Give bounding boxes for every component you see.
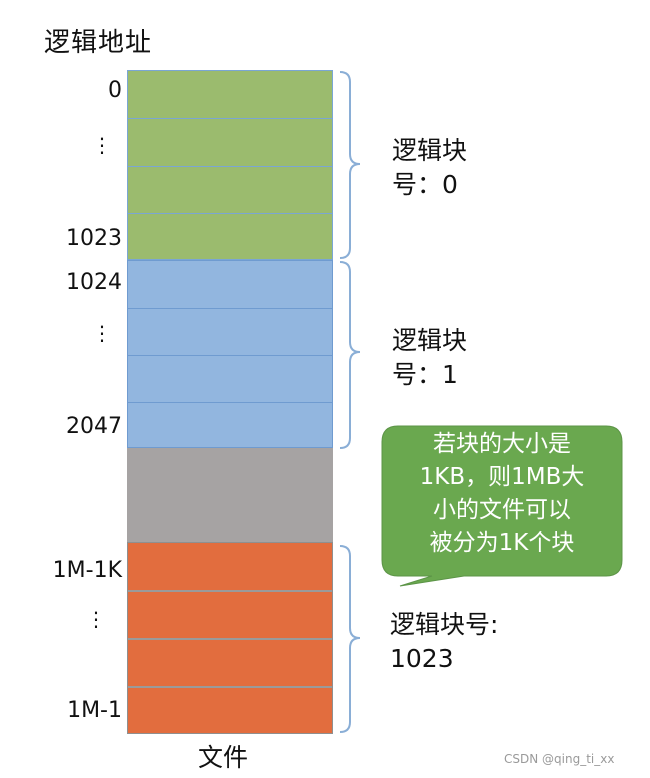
address-label-1m-1: 1M-1 [67,698,122,723]
block-divider [128,638,332,640]
middle-blocks-region [127,448,333,542]
brace-block-1023 [339,545,361,733]
address-label-0: 0 [108,78,122,103]
block-1023-label: 逻辑块号: 1023 [390,608,498,676]
block-0-label-line1: 逻辑块 [392,136,468,165]
logical-block-1023 [127,542,333,734]
address-label-1m-1k: 1M-1K [52,558,122,583]
address-ellipsis: ⋮ [86,607,106,631]
block-divider [128,355,332,356]
block-divider [128,590,332,592]
address-label-1023: 1023 [66,226,122,251]
block-1-label-line1: 逻辑块 [392,326,468,355]
address-label-1024: 1024 [66,270,122,295]
callout-line4: 被分为1K个块 [429,530,575,556]
logical-block-1 [127,260,333,448]
address-label-2047: 2047 [66,414,122,439]
brace-block-0 [339,71,361,259]
brace-block-1 [339,261,361,449]
address-ellipsis: ⋮ [92,321,112,345]
callout-bubble [381,425,623,587]
block-divider [128,402,332,403]
callout-line1: 若块的大小是 [433,431,571,457]
callout-line2: 1KB，则1MB大 [419,464,585,490]
block-0-label: 逻辑块 号：0 [392,134,467,202]
watermark: CSDN @qing_ti_xx [504,752,615,766]
block-divider [128,213,332,214]
block-1023-label-line1: 逻辑块号: [390,610,499,639]
block-divider [128,308,332,309]
block-divider [128,118,332,119]
block-divider [128,686,332,688]
block-1-label-line2: 号：1 [392,360,458,389]
block-1023-label-line2: 1023 [390,644,454,673]
address-ellipsis: ⋮ [92,133,112,157]
block-divider [128,166,332,167]
file-label: 文件 [198,743,249,772]
logical-block-0 [127,70,333,260]
block-1-label: 逻辑块 号：1 [392,324,467,392]
logical-address-title: 逻辑地址 [44,28,153,58]
callout-line3: 小的文件可以 [433,497,571,523]
block-0-label-line2: 号：0 [392,170,458,199]
callout-text: 若块的大小是 1KB，则1MB大 小的文件可以 被分为1K个块 [384,428,620,560]
